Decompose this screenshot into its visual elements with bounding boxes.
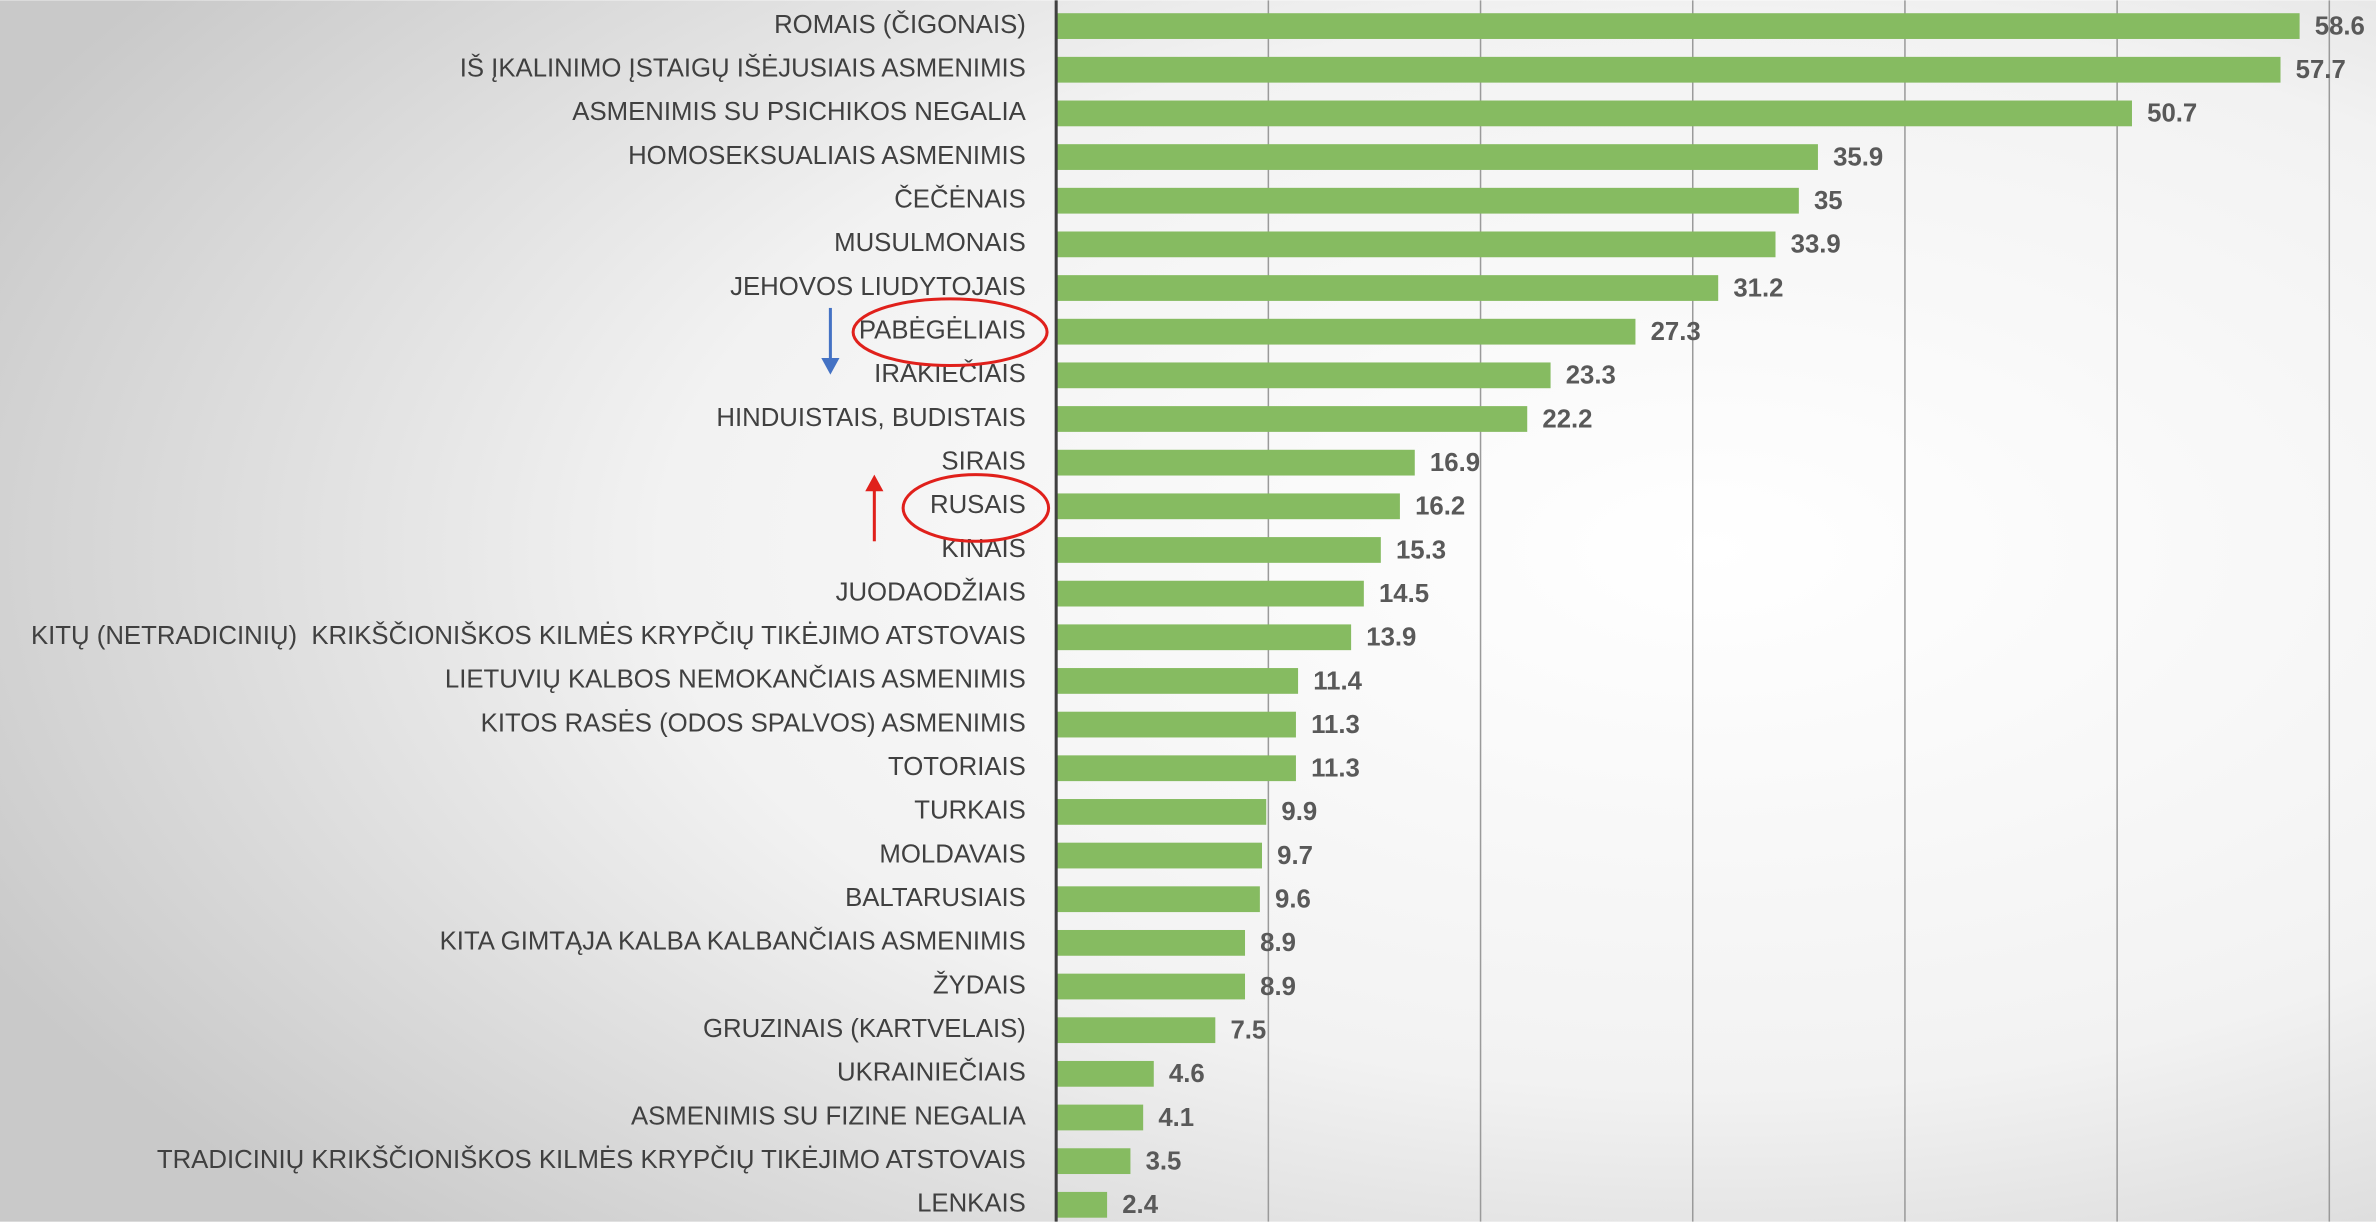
value-label: 11.3 [1311,711,1360,739]
bar [1056,755,1296,782]
value-label: 2.4 [1122,1191,1158,1219]
category-label: JEHOVOS LIUDYTOJAIS [730,273,1026,301]
bar [1056,231,1776,258]
category-label: ROMAIS (ČIGONAIS) [774,10,1026,39]
value-label: 27.3 [1651,318,1701,346]
category-label: PABĖGĖLIAIS [859,315,1026,344]
value-label: 35 [1814,187,1843,215]
category-label: MUSULMONAIS [834,229,1026,257]
category-label: ŽYDAIS [933,970,1026,999]
category-label: HINDUISTAIS, BUDISTAIS [716,404,1026,432]
category-label: TURKAIS [914,797,1026,825]
category-label: KITŲ (NETRADICINIŲ) KRIKŠČIONIŠKOS KILMĖ… [31,621,1026,650]
value-label: 4.1 [1158,1104,1194,1132]
value-label: 11.3 [1311,755,1360,783]
bar [1056,580,1364,607]
value-label: 23.3 [1566,362,1616,390]
bar [1056,275,1719,301]
bar [1056,187,1799,214]
value-label: 9.6 [1275,886,1311,914]
category-label: KITOS RASĖS (ODOS SPALVOS) ASMENIMIS [481,708,1026,737]
value-label: 11.4 [1313,667,1362,695]
value-label: 33.9 [1791,231,1841,259]
value-label: 9.7 [1277,842,1313,870]
category-label: MOLDAVAIS [879,840,1025,868]
category-label: JUODAODŽIAIS [836,577,1026,606]
bar [1056,144,1818,170]
bar [1056,56,2281,83]
bar [1056,842,1262,869]
value-label: 22.2 [1542,405,1592,433]
bar [1056,362,1551,389]
bar [1056,100,2132,127]
value-label: 4.6 [1169,1060,1205,1088]
category-label: HOMOSEKSUALIAIS ASMENIMIS [628,142,1026,170]
category-label: IŠ ĮKALINIMO ĮSTAIGŲ IŠĖJUSIAIS ASMENIMI… [460,54,1026,83]
value-label: 8.9 [1260,973,1296,1001]
bar [1056,929,1246,956]
arrow-head [865,474,884,492]
bar [1056,886,1260,913]
category-label: UKRAINIEČIAIS [837,1058,1026,1087]
category-label: KITA GIMTĄJA KALBA KALBANČIAIS ASMENIMIS [440,927,1026,956]
value-label: 3.5 [1146,1147,1182,1175]
category-label: ČEČĖNAIS [894,185,1026,214]
bar [1056,1148,1131,1175]
category-label: BALTARUSIAIS [845,884,1026,912]
category-label: SIRAIS [941,447,1025,475]
bar [1056,449,1415,476]
category-label: ASMENIMIS SU FIZINE NEGALIA [631,1102,1027,1130]
bar [1056,1104,1144,1131]
highlight-ellipse [901,473,1051,543]
value-label: 57.7 [2296,56,2346,84]
value-label: 58.6 [2315,12,2365,40]
value-label: 35.9 [1833,143,1883,171]
bar [1056,1017,1216,1044]
bar [1056,711,1296,738]
highlight-ellipse [851,297,1049,368]
value-label: 14.5 [1379,580,1429,608]
category-label: GRUZINAIS (KARTVELAIS) [703,1015,1026,1043]
value-label: 7.5 [1230,1017,1266,1045]
bar [1056,406,1528,432]
bar [1056,537,1381,563]
bar [1056,668,1299,694]
value-label: 9.9 [1281,798,1317,826]
arrow-head [821,357,840,375]
category-label: RUSAIS [930,491,1026,519]
bar [1056,493,1400,520]
value-label: 50.7 [2147,100,2197,128]
value-label: 16.2 [1415,493,1465,521]
category-label: IRAKIEČIAIS [874,359,1026,388]
bar [1056,318,1636,345]
category-label: TRADICINIŲ KRIKŠČIONIŠKOS KILMĖS KRYPČIŲ… [157,1145,1026,1174]
category-label: TOTORIAIS [888,753,1026,781]
bar [1056,1060,1154,1087]
category-label: LIETUVIŲ KALBOS NEMOKANČIAIS ASMENIMIS [445,665,1026,694]
bar [1056,799,1267,825]
bar [1056,1191,1108,1218]
value-label: 31.2 [1733,274,1783,302]
bar [1056,624,1352,651]
value-label: 16.9 [1430,449,1480,477]
value-label: 8.9 [1260,929,1296,957]
category-label: ASMENIMIS SU PSICHIKOS NEGALIA [572,98,1026,126]
value-label: 15.3 [1396,536,1446,564]
bar [1056,13,2300,39]
value-label: 13.9 [1366,624,1416,652]
bar [1056,973,1246,1000]
category-label: LENKAIS [917,1190,1026,1218]
